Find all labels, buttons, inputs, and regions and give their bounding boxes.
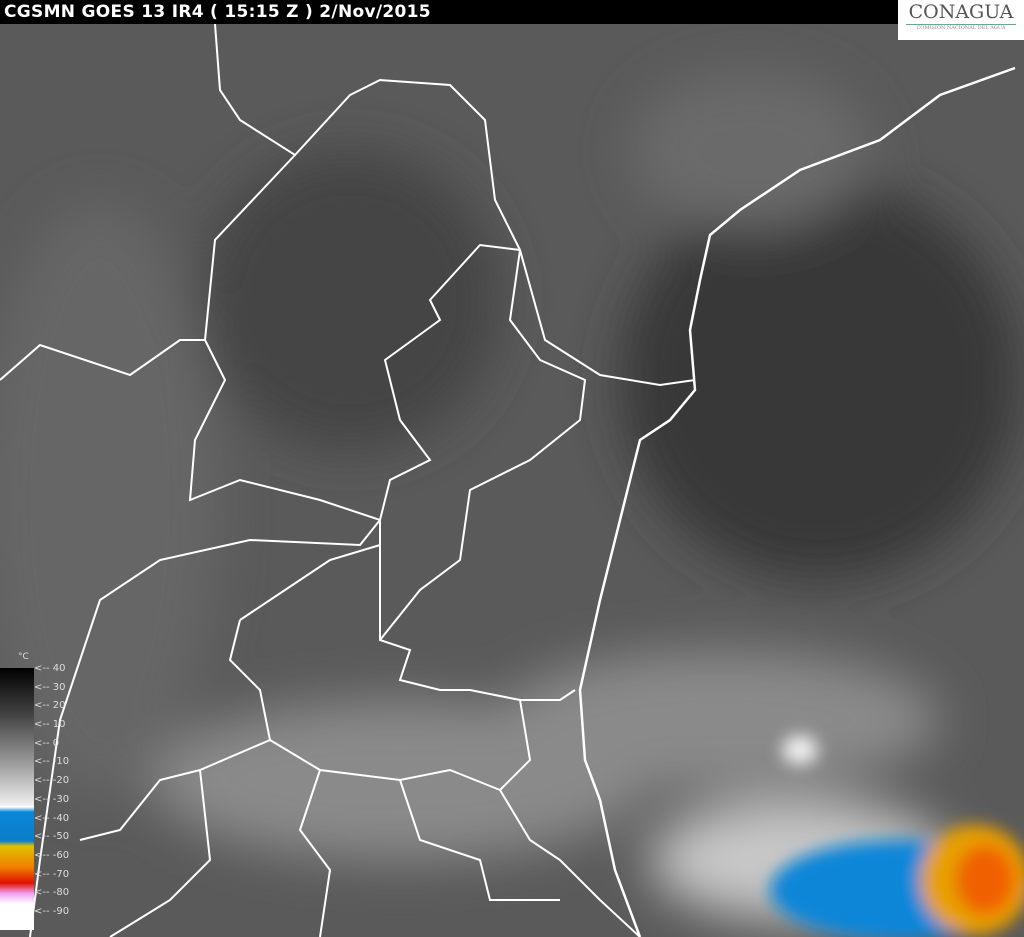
scale-label: <-- 10 — [34, 719, 66, 731]
logo-name: CONAGUA — [908, 1, 1014, 23]
scale-label: <-- -70 — [34, 868, 70, 880]
scale-label: <-- 20 — [34, 700, 66, 712]
scale-labels: <-- 40 <-- 30 <-- 20 <-- 10 <-- 0 <-- -1… — [34, 660, 74, 922]
cold-cloud-tops — [770, 735, 1024, 937]
scale-label: <-- -20 — [34, 775, 70, 787]
scale-label: <-- -40 — [34, 812, 70, 824]
state-borders — [0, 24, 696, 937]
scale-label: <-- -10 — [34, 756, 70, 768]
scale-label: <-- -90 — [34, 905, 70, 917]
scale-label: <-- 30 — [34, 681, 66, 693]
conagua-logo: CONAGUA COMISIÓN NACIONAL DEL AGUA — [898, 0, 1024, 40]
scale-label: <-- -80 — [34, 887, 70, 899]
scale-label: <-- -50 — [34, 831, 70, 843]
scale-unit: °C — [18, 652, 29, 662]
image-title: CGSMN GOES 13 IR4 ( 15:15 Z ) 2/Nov/2015 — [0, 0, 898, 24]
scale-label: <-- 40 — [34, 663, 66, 674]
scale-label: <-- -30 — [34, 793, 70, 805]
scale-label: <-- -60 — [34, 849, 70, 861]
logo-subtitle: COMISIÓN NACIONAL DEL AGUA — [906, 24, 1016, 31]
scale-label: <-- 0 — [34, 737, 60, 749]
satellite-map — [0, 24, 1024, 937]
temperature-color-scale — [0, 668, 34, 930]
coastline — [578, 66, 1016, 937]
